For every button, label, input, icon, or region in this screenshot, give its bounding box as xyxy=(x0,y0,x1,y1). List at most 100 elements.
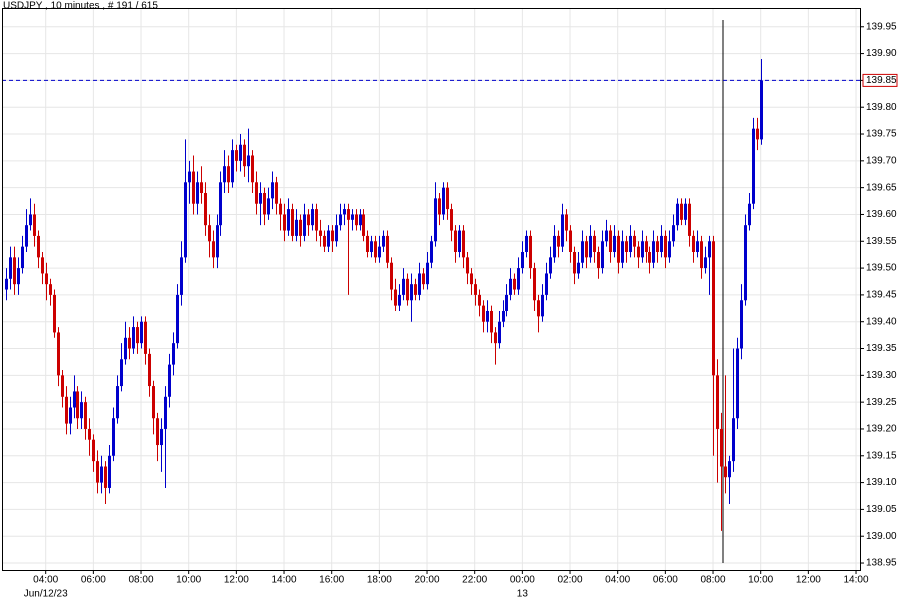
candle-body xyxy=(13,257,16,285)
candle-body xyxy=(430,241,433,263)
candle-body xyxy=(505,294,508,311)
candle-body xyxy=(470,273,473,285)
candle-body xyxy=(537,300,540,317)
candle-body xyxy=(398,294,401,306)
candle-body xyxy=(454,230,457,252)
candle-body xyxy=(362,214,365,236)
candle-body xyxy=(521,251,524,269)
candle-body xyxy=(410,284,413,301)
candle-body xyxy=(255,182,258,204)
candle-body xyxy=(251,155,254,183)
candle-body xyxy=(200,182,203,194)
x-tick-label: 22:00 xyxy=(462,575,487,586)
y-tick-label: 139.00 xyxy=(866,531,897,542)
candle-body xyxy=(96,461,99,483)
x-tick-label: 16:00 xyxy=(319,575,344,586)
candle-body xyxy=(347,209,350,220)
candle-body xyxy=(581,241,584,263)
candle-body xyxy=(386,235,389,263)
candle-body xyxy=(351,214,354,220)
candle-body xyxy=(720,428,723,467)
candle-body xyxy=(29,214,32,226)
candle-body xyxy=(88,428,91,440)
candle-body xyxy=(49,284,52,295)
candle-body xyxy=(227,166,230,183)
candle-body xyxy=(5,278,8,290)
candle-body xyxy=(438,198,441,215)
candle-body xyxy=(180,257,183,295)
candle-body xyxy=(446,187,449,210)
y-tick-label: 139.45 xyxy=(866,290,897,301)
candle-body xyxy=(275,182,278,204)
candle-body xyxy=(57,332,60,376)
candle-body xyxy=(498,321,501,344)
x-tick-label: 12:00 xyxy=(796,575,821,586)
candle-body xyxy=(128,337,131,349)
candle-body xyxy=(517,268,520,290)
y-tick-label: 139.25 xyxy=(866,397,897,408)
candle-body xyxy=(728,461,731,478)
candle-body xyxy=(557,235,560,247)
candle-body xyxy=(513,278,516,290)
candle-body xyxy=(736,348,739,419)
y-tick-label: 139.95 xyxy=(866,21,897,32)
candle-body xyxy=(247,155,250,167)
candle-body xyxy=(656,241,659,252)
x-tick-label: 04:00 xyxy=(33,575,58,586)
candle-body xyxy=(303,214,306,236)
candle-body xyxy=(124,337,127,360)
candle-body xyxy=(259,193,262,204)
candle-body xyxy=(370,241,373,252)
candle-body xyxy=(172,343,175,365)
candle-body xyxy=(343,209,346,215)
candle-body xyxy=(450,209,453,231)
candle-body xyxy=(382,235,385,247)
y-tick-label: 139.10 xyxy=(866,477,897,488)
candle-body xyxy=(378,246,381,258)
y-tick-label: 139.35 xyxy=(866,343,897,354)
candle-body xyxy=(160,428,163,446)
candle-body xyxy=(601,241,604,269)
candle-body xyxy=(239,144,242,161)
candle-body xyxy=(684,203,687,220)
candle-body xyxy=(41,257,44,274)
candle-body xyxy=(319,230,322,236)
candle-body xyxy=(585,241,588,258)
candle-body xyxy=(577,262,580,274)
x-tick-label: 04:00 xyxy=(605,575,630,586)
candle-body xyxy=(176,294,179,344)
candle-body xyxy=(69,407,72,424)
candle-body xyxy=(418,273,421,295)
candle-body xyxy=(740,300,743,349)
x-tick-label: 08:00 xyxy=(701,575,726,586)
y-tick-label: 139.50 xyxy=(866,263,897,274)
candle-body xyxy=(287,209,290,231)
candle-body xyxy=(680,203,683,220)
candle-body xyxy=(116,386,119,419)
candle-body xyxy=(283,214,286,231)
x-tick-label: 10:00 xyxy=(748,575,773,586)
candle-body xyxy=(65,396,68,424)
candle-body xyxy=(168,364,171,397)
candle-body xyxy=(327,230,330,247)
candle-body xyxy=(637,246,640,258)
candle-body xyxy=(748,203,751,226)
candle-body xyxy=(541,294,544,317)
x-tick-label: 00:00 xyxy=(510,575,535,586)
x-tick-label: 10:00 xyxy=(176,575,201,586)
candle-body xyxy=(307,214,310,226)
candle-body xyxy=(692,235,695,252)
candle-body xyxy=(299,219,302,236)
candle-body xyxy=(426,262,429,285)
y-tick-label: 139.20 xyxy=(866,424,897,435)
candle-body xyxy=(617,235,620,263)
candle-body xyxy=(231,150,234,183)
candle-body xyxy=(589,235,592,258)
candle-body xyxy=(696,241,699,252)
y-tick-label: 139.75 xyxy=(866,129,897,140)
candle-body xyxy=(478,294,481,306)
y-tick-label: 139.65 xyxy=(866,182,897,193)
candle-body xyxy=(569,230,572,252)
y-tick-label: 139.60 xyxy=(866,209,897,220)
x-tick-label: 18:00 xyxy=(367,575,392,586)
